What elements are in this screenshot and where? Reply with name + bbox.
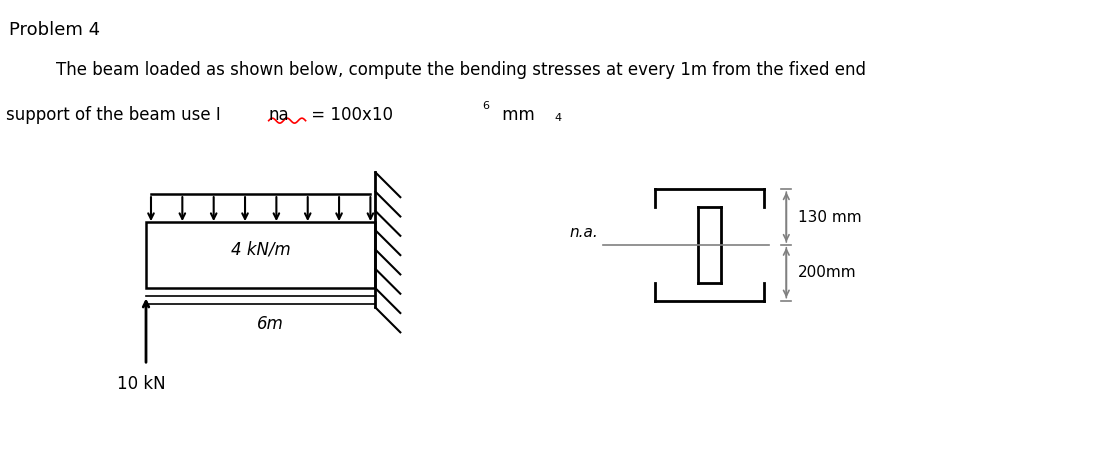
Text: support of the beam use I: support of the beam use I: [7, 106, 227, 124]
Text: 130 mm: 130 mm: [799, 210, 862, 225]
Text: Problem 4: Problem 4: [10, 21, 100, 39]
Text: 200mm: 200mm: [799, 265, 857, 280]
Text: 4: 4: [554, 112, 562, 123]
Text: mm: mm: [497, 106, 535, 124]
Text: The beam loaded as shown below, compute the bending stresses at every 1m from th: The beam loaded as shown below, compute …: [56, 61, 866, 79]
Text: na: na: [268, 106, 289, 124]
Text: 4 kN/m: 4 kN/m: [231, 241, 290, 259]
Text: n.a.: n.a.: [569, 225, 597, 240]
Text: 6m: 6m: [257, 315, 284, 333]
Text: 10 kN: 10 kN: [117, 375, 165, 393]
Text: 6: 6: [482, 101, 490, 111]
Text: = 100x10: = 100x10: [306, 106, 393, 124]
